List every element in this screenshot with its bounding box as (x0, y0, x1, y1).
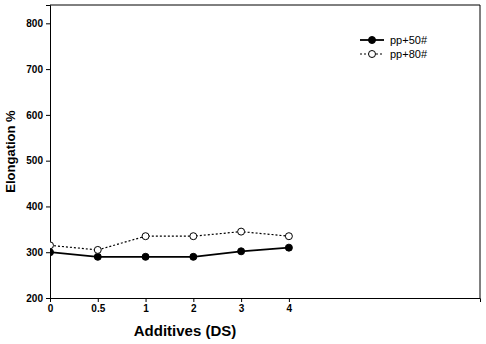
y-tick-mark (46, 115, 50, 116)
y-axis: 200 300 400 500 600 700 800 (26, 6, 50, 304)
x-tick-mark (241, 298, 242, 302)
legend-entry: pp+50# (360, 34, 428, 46)
y-axis-line (46, 6, 51, 299)
legend-marker (369, 37, 376, 44)
y-axis-title: Elongation % (3, 110, 18, 193)
data-point (94, 253, 101, 260)
legend-label: pp+50# (390, 34, 428, 46)
data-point (285, 244, 292, 251)
y-tick-label: 600 (26, 110, 43, 121)
x-axis: 0 0.5 1 2 3 4 (48, 298, 481, 314)
data-point (190, 253, 197, 260)
y-tick: 600 (26, 110, 50, 121)
y-tick-mark (46, 161, 50, 162)
x-tick-mark (98, 298, 99, 302)
data-point (50, 242, 54, 249)
y-tick-label: 800 (26, 18, 43, 29)
data-point (285, 233, 292, 240)
y-tick-mark (46, 23, 50, 24)
legend-entry: pp+80# (360, 48, 428, 60)
y-tick: 500 (26, 155, 50, 166)
data-point (142, 233, 149, 240)
data-point (142, 253, 149, 260)
data-point (94, 246, 101, 253)
chart: 200 300 400 500 600 700 800 0 0.5 1 2 3 4 pp+50# pp+80… (0, 0, 486, 344)
x-axis-line (51, 299, 481, 303)
y-tick: 200 (26, 293, 50, 304)
y-tick-mark (46, 206, 50, 207)
y-tick-mark (46, 298, 50, 299)
y-tick: 800 (26, 18, 50, 29)
x-axis-title: Additives (DS) (134, 322, 237, 339)
data-point (190, 233, 197, 240)
data-point (238, 248, 245, 255)
x-tick-label: 1 (143, 303, 149, 314)
x-tick-label: 4 (287, 303, 293, 314)
y-tick-mark (46, 69, 50, 70)
y-tick-mark (46, 252, 50, 253)
x-tick: 2 (191, 298, 197, 314)
x-tick: 0.5 (91, 298, 105, 314)
y-tick-label: 400 (26, 201, 43, 212)
y-tick-label: 200 (26, 293, 43, 304)
frame (50, 5, 480, 6)
frame (480, 5, 481, 298)
x-tick-label: 3 (239, 303, 245, 314)
legend-marker (369, 51, 376, 58)
x-tick-label: 0 (48, 303, 54, 314)
y-tick: 300 (26, 247, 50, 258)
y-tick-label: 500 (26, 155, 43, 166)
data-area (50, 228, 292, 260)
legend-label: pp+80# (390, 48, 428, 60)
data-point (238, 228, 245, 235)
x-tick: 0 (48, 298, 54, 314)
legend: pp+50# pp+80# (360, 34, 428, 60)
plot: 200 300 400 500 600 700 800 0 0.5 1 2 3 4 pp+50# pp+80… (26, 5, 480, 314)
y-tick-label: 700 (26, 64, 43, 75)
x-tick-mark (289, 298, 290, 302)
series-line (50, 232, 289, 250)
x-tick: 4 (287, 298, 293, 314)
y-tick: 700 (26, 64, 50, 75)
x-tick-mark (146, 298, 147, 302)
x-tick: 3 (239, 298, 245, 314)
x-tick-mark (50, 298, 51, 302)
data-point (50, 249, 54, 256)
x-tick-label: 2 (191, 303, 197, 314)
x-tick-label: 0.5 (91, 303, 105, 314)
y-tick-label: 300 (26, 247, 43, 258)
y-tick: 400 (26, 201, 50, 212)
x-tick-mark (193, 298, 194, 302)
x-tick: 1 (143, 298, 149, 314)
